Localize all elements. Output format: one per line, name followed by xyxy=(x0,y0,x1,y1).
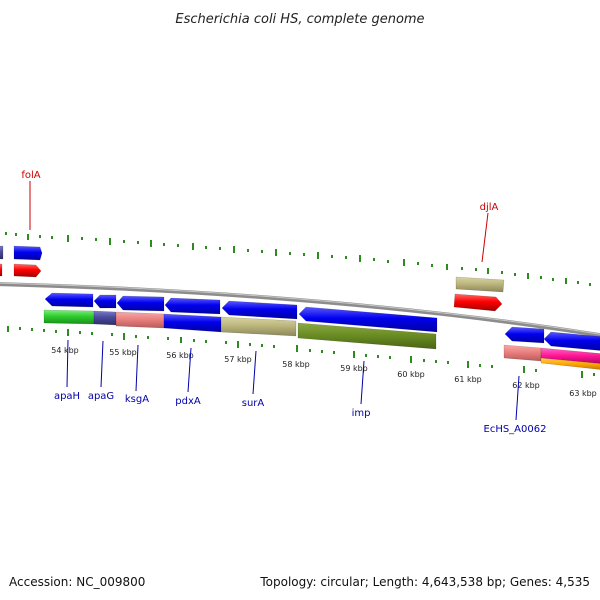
gene-orange-bar[interactable] xyxy=(540,357,600,370)
gene-label-djlA[interactable]: djlA xyxy=(480,202,499,213)
upper-tick-ruler xyxy=(5,232,591,286)
gene-surA-bar[interactable] xyxy=(220,316,297,337)
gene-label-leaders xyxy=(29,181,520,421)
gene-pdxA-bar[interactable] xyxy=(163,313,222,333)
genome-backbone xyxy=(0,282,600,338)
gene-pdxA-arrow[interactable] xyxy=(164,297,221,315)
gene-ecHS-arrow-b[interactable] xyxy=(543,331,600,351)
gene-imp-arrow[interactable] xyxy=(298,306,438,333)
gene-ecHS-salmon-bar[interactable] xyxy=(503,344,542,362)
kbp-label: 54 kbp xyxy=(51,346,79,355)
kbp-label: 56 kbp xyxy=(166,351,194,360)
kbp-label: 59 kbp xyxy=(340,364,368,373)
gene-label-imp[interactable]: imp xyxy=(352,408,371,419)
kbp-scale-labels: 54 kbp 55 kbp 56 kbp 57 kbp 58 kbp 59 kb… xyxy=(51,346,597,398)
kbp-label: 55 kbp xyxy=(109,348,137,357)
gene-label-folA[interactable]: folA xyxy=(21,170,40,181)
gene-label-apaH[interactable]: apaH xyxy=(54,391,80,402)
gene-ecHS-arrow-a[interactable] xyxy=(504,326,545,344)
gene-ksgA-bar[interactable] xyxy=(115,311,165,329)
kbp-label: 60 kbp xyxy=(397,370,425,379)
gene-label-ksgA[interactable]: ksgA xyxy=(125,394,149,405)
gene-left-slate[interactable] xyxy=(0,245,4,260)
gene-magenta-bar[interactable] xyxy=(540,347,600,364)
gene-djlA-red[interactable] xyxy=(453,293,503,312)
kbp-label: 62 kbp xyxy=(512,381,540,390)
gene-djlA-khaki[interactable] xyxy=(455,276,505,293)
map-title: Escherichia coli HS, complete genome xyxy=(175,12,424,27)
genome-summary-text: Topology: circular; Length: 4,643,538 bp… xyxy=(259,575,590,589)
gene-surA-arrow[interactable] xyxy=(221,300,298,320)
gene-label-surA[interactable]: surA xyxy=(242,398,265,409)
gene-folA-red[interactable] xyxy=(13,263,42,278)
gene-apaH-arrow[interactable] xyxy=(44,292,94,308)
gene-imp-bar[interactable] xyxy=(297,322,437,350)
forward-strand-genes xyxy=(0,245,505,312)
gene-ksgA-arrow[interactable] xyxy=(116,295,165,312)
gene-left-red-edge[interactable] xyxy=(0,263,3,277)
gene-label-pdxA[interactable]: pdxA xyxy=(175,396,201,407)
gene-labels: folA djlA apaH apaG ksgA pdxA surA imp E… xyxy=(21,170,546,435)
gene-apaG-bar[interactable] xyxy=(93,310,117,326)
reverse-strand-genes xyxy=(43,292,600,370)
gene-apaH-bar[interactable] xyxy=(43,309,95,325)
kbp-label: 61 kbp xyxy=(454,375,482,384)
lower-tick-ruler xyxy=(7,326,595,378)
gene-label-apaG[interactable]: apaG xyxy=(88,391,114,402)
gene-folA-blue[interactable] xyxy=(13,245,43,261)
gene-label-EcHS_A0062[interactable]: EcHS_A0062 xyxy=(484,424,547,435)
kbp-label: 57 kbp xyxy=(224,355,252,364)
accession-text: Accession: NC_009800 xyxy=(9,575,145,589)
gene-apaG-arrow[interactable] xyxy=(93,294,117,309)
kbp-label: 58 kbp xyxy=(282,360,310,369)
kbp-label: 63 kbp xyxy=(569,389,597,398)
